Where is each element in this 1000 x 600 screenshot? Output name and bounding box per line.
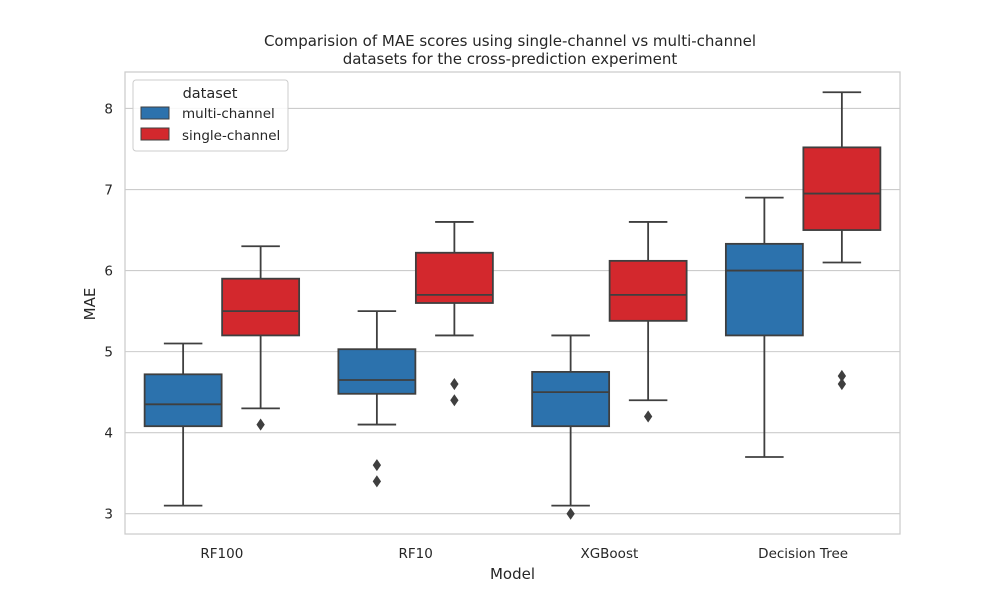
y-tick-label: 6 bbox=[104, 264, 113, 280]
box-plot-single-channel-decision-tree bbox=[802, 91, 882, 391]
box-plot-multi-channel-decision-tree bbox=[724, 196, 804, 458]
y-tick-label: 5 bbox=[104, 345, 113, 361]
x-tick-label: Decision Tree bbox=[758, 546, 848, 562]
iqr-box bbox=[337, 348, 417, 395]
box-plot-multi-channel-xgboost bbox=[531, 334, 611, 520]
iqr-box bbox=[221, 277, 301, 337]
y-tick-label: 4 bbox=[104, 426, 113, 442]
x-tick-label: XGBoost bbox=[580, 546, 638, 562]
y-axis-label: MAE bbox=[81, 288, 99, 321]
plot-frame bbox=[124, 71, 901, 535]
outlier-point bbox=[450, 394, 459, 407]
chart-title-line1: Comparision of MAE scores using single-c… bbox=[264, 32, 756, 50]
legend: dataset multi-channel single-channel bbox=[132, 79, 289, 152]
outlier-point bbox=[450, 378, 459, 391]
outlier-point bbox=[566, 507, 575, 520]
iqr-box bbox=[724, 242, 804, 337]
outlier-point bbox=[256, 418, 265, 431]
y-tick-label: 3 bbox=[104, 507, 113, 523]
outlier-point bbox=[643, 410, 653, 423]
box-plot-multi-channel-rf100 bbox=[143, 342, 223, 507]
legend-swatch-multi-channel bbox=[140, 106, 170, 120]
legend-label-single-channel: single-channel bbox=[182, 128, 280, 144]
outlier-point bbox=[372, 475, 382, 488]
iqr-box bbox=[531, 370, 611, 428]
y-tick-label: 7 bbox=[104, 183, 113, 199]
box-plot-multi-channel-rf10 bbox=[337, 310, 417, 488]
legend-label-multi-channel: multi-channel bbox=[182, 106, 275, 122]
box-plot-single-channel-xgboost bbox=[608, 221, 688, 423]
legend-swatch-single-channel bbox=[140, 127, 170, 141]
y-tick-label: 8 bbox=[104, 101, 113, 117]
tick-layer: 3 4 5 6 7 8 RF100 RF10 XGBoost Decision Tree bbox=[104, 101, 848, 562]
x-axis-label: Model bbox=[490, 565, 535, 583]
outlier-point bbox=[372, 459, 382, 472]
iqr-box bbox=[802, 146, 882, 231]
chart-title-line2: datasets for the cross-prediction experi… bbox=[343, 50, 678, 68]
box-layer bbox=[143, 91, 882, 520]
iqr-box bbox=[608, 259, 688, 322]
iqr-box bbox=[143, 373, 223, 428]
box-plot-single-channel-rf10 bbox=[414, 221, 494, 407]
legend-title: dataset bbox=[183, 86, 238, 102]
outlier-point bbox=[837, 378, 847, 391]
legend-frame bbox=[132, 79, 289, 152]
x-tick-label: RF10 bbox=[398, 546, 432, 562]
box-plot-single-channel-rf100 bbox=[221, 245, 301, 431]
x-tick-label: RF100 bbox=[200, 546, 243, 562]
